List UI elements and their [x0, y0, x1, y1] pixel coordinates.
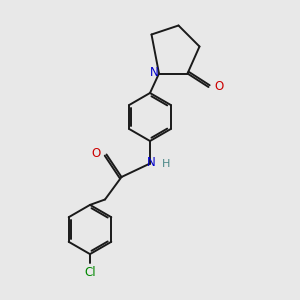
- Text: H: H: [161, 159, 170, 169]
- Text: O: O: [92, 146, 101, 160]
- Text: Cl: Cl: [84, 266, 96, 278]
- Text: N: N: [149, 66, 158, 80]
- Text: O: O: [214, 80, 223, 94]
- Text: N: N: [147, 156, 156, 169]
